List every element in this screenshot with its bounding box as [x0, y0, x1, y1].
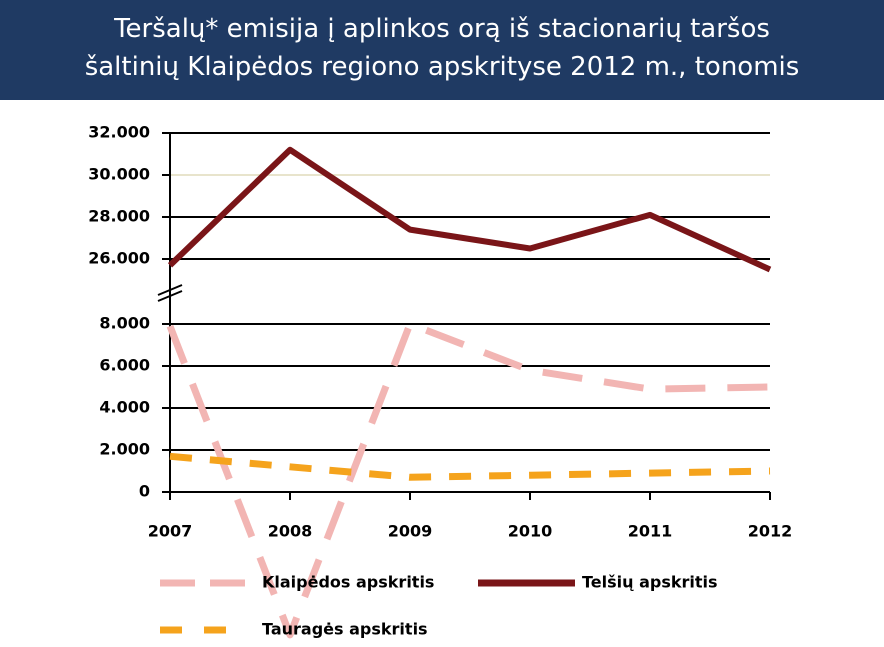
x-tick-label: 2012 — [748, 522, 793, 541]
y-tick-label: 28.000 — [88, 207, 150, 226]
legend-label: Tauragės apskritis — [262, 620, 428, 639]
chart: 0 2.000 4.000 6.000 8.000 26.000 28.000 30.000 3… — [88, 123, 793, 639]
y-tick-label: 26.000 — [88, 249, 150, 268]
legend-label: Telšių apskritis — [582, 573, 718, 592]
series-line — [166, 320, 771, 639]
y-tick-label: 6.000 — [99, 356, 150, 375]
x-tick-label: 2009 — [388, 522, 433, 541]
y-tick-label: 2.000 — [99, 440, 150, 459]
y-tick-label: 4.000 — [99, 398, 150, 417]
x-tick-label: 2010 — [508, 522, 553, 541]
chart-title: Teršalų* emisija į aplinkos orą iš staci… — [0, 0, 884, 100]
y-tick-label: 0 — [139, 482, 150, 501]
series-line — [167, 146, 772, 273]
y-tick-label: 32.000 — [88, 123, 150, 142]
title-line: šaltinių Klaipėdos regiono apskrityse 20… — [84, 52, 800, 82]
x-tick-label: 2007 — [148, 522, 193, 541]
y-tick-label: 30.000 — [88, 165, 150, 184]
title-line: Teršalų* emisija į aplinkos orą iš staci… — [114, 14, 770, 44]
x-tick-label: 2008 — [268, 522, 313, 541]
y-tick-label: 8.000 — [99, 314, 150, 333]
x-tick-label: 2011 — [628, 522, 673, 541]
legend-label: Klaipėdos apskritis — [262, 573, 434, 592]
series-line — [169, 452, 771, 481]
